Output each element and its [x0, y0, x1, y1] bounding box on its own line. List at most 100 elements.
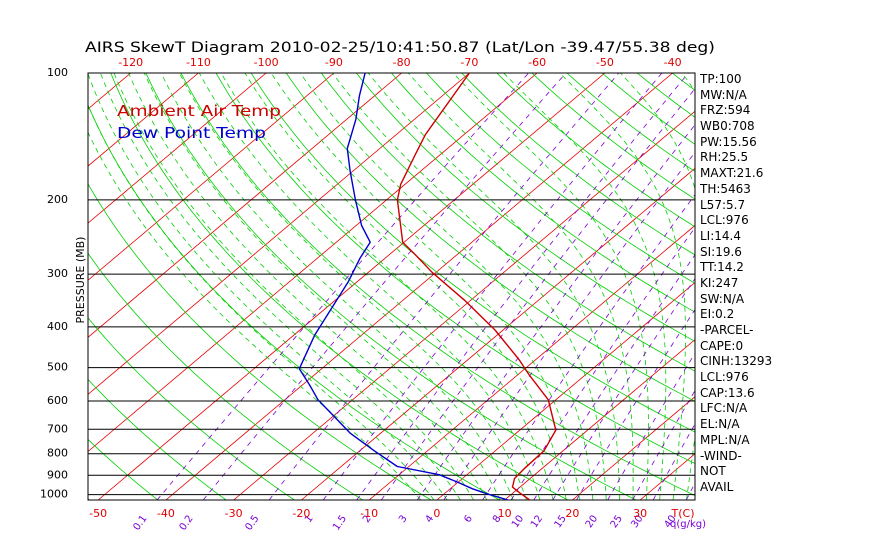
stat-line: CAP:13.6	[700, 385, 755, 400]
moist-adiabat-line	[100, 73, 461, 500]
stat-line: SI:19.6	[700, 244, 742, 259]
isotherm-line	[88, 73, 267, 224]
mixing-ratio-tick-label: 0.5	[243, 513, 261, 532]
stat-line: TH:5463	[700, 181, 751, 196]
mixing-ratio-tick-label: 4	[424, 513, 437, 525]
dry-adiabat-line	[461, 73, 695, 256]
mixing-ratio-tick-label: 8	[491, 513, 504, 525]
stat-line: WB0:708	[700, 119, 755, 134]
mixing-ratio-axis-label: q(g/kg)	[670, 519, 706, 530]
stat-line: MAXT:21.6	[700, 166, 764, 181]
mixing-ratio-tick-label: 2	[361, 513, 374, 525]
mixing-ratio-line	[322, 73, 663, 500]
dry-adiabat-line	[215, 73, 695, 464]
dry-adiabat-line	[426, 73, 695, 284]
temperature-profile-line	[396, 73, 557, 500]
stat-line: L57:5.7	[700, 197, 746, 212]
mixing-ratio-tick-label: 1.5	[331, 513, 349, 532]
mixing-ratio-tick-label: 1	[303, 513, 316, 525]
dry-adiabat-line	[0, 73, 21, 500]
stat-line: SW:N/A	[700, 291, 745, 306]
top-temperature-tick-label: -40	[664, 56, 682, 69]
stat-line: LI:14.4	[700, 228, 741, 243]
chart-title: AIRS SkewT Diagram 2010-02-25/10:41:50.8…	[85, 40, 715, 56]
mixing-ratio-tick-label: 3	[397, 513, 410, 525]
mixing-ratio-tick-label: 12	[529, 513, 545, 530]
mixing-ratio-tick-label: 10	[510, 513, 526, 530]
isotherm-line	[88, 73, 335, 281]
stat-line: LFC:N/A	[700, 401, 748, 416]
mixing-ratio-line	[443, 151, 695, 500]
pressure-tick-label: 900	[47, 468, 68, 481]
moist-adiabat-line	[179, 73, 527, 500]
dry-adiabat-line	[391, 73, 695, 313]
mixing-ratio-line	[380, 88, 695, 500]
y-axis-label: PRESSURE (MB)	[74, 237, 87, 324]
dewpoint-profile-line	[298, 73, 509, 500]
moist-adiabat-line	[88, 131, 422, 500]
top-temperature-tick-label: -60	[528, 56, 546, 69]
dry-adiabat-line	[285, 73, 695, 402]
mixing-ratio-tick-label: 0.2	[178, 513, 196, 532]
moist-adiabat-line	[244, 73, 567, 500]
bottom-temperature-tick-label: -50	[89, 507, 107, 520]
isobar-lines	[88, 72, 695, 496]
stat-line: TP:100	[700, 72, 742, 86]
stat-line: CINH:13293	[700, 354, 773, 369]
top-temperature-tick-label: -120	[118, 56, 143, 69]
moist-adiabat-line	[331, 73, 607, 500]
mixing-ratio-tick-label: 25	[609, 513, 625, 530]
pressure-tick-label: 600	[47, 394, 68, 407]
bottom-temperature-tick-label: 0	[433, 507, 440, 520]
isotherm-line	[88, 73, 199, 167]
dry-adiabat-line	[566, 73, 695, 173]
isotherm-line	[88, 73, 131, 110]
mixing-ratio-tick-label: 6	[462, 513, 475, 525]
moist-adiabat-line	[88, 104, 435, 500]
top-temperature-tick-label: -50	[596, 56, 614, 69]
moist-adiabat-line	[407, 73, 634, 500]
stat-line: KI:247	[700, 275, 739, 290]
stat-line: LCL:976	[700, 370, 749, 385]
stats-panel: TP:100 MW:N/A FRZ:594 WB0:708 PW:15.56 R…	[700, 72, 865, 496]
dry-adiabat-line	[531, 73, 695, 200]
pressure-tick-label: 300	[47, 267, 68, 280]
moist-adiabat-line	[270, 73, 580, 500]
top-temperature-tick-label: -100	[254, 56, 279, 69]
top-temperature-tick-label: -90	[325, 56, 343, 69]
mixing-ratio-tick-label: 0.1	[131, 513, 149, 532]
moist-adiabat-line	[220, 73, 554, 500]
dry-adiabat-line	[496, 73, 695, 228]
x-axis-label: T(C)	[671, 507, 695, 520]
moist-adiabat-line	[113, 73, 474, 500]
bottom-temperature-tick-label: -10	[360, 507, 378, 520]
top-temperature-tick-label: -70	[460, 56, 478, 69]
stat-line: RH:25.5	[700, 150, 749, 165]
legend-air-temp: Ambient Air Temp	[117, 102, 281, 120]
moist-adiabat-line	[160, 73, 514, 500]
moist-adiabat-line	[143, 73, 501, 500]
pressure-tick-label: 500	[47, 361, 68, 374]
bottom-temperature-tick-label: 10	[498, 507, 512, 520]
plot-frame	[87, 72, 696, 501]
stat-line: -PARCEL-	[700, 323, 754, 337]
moist-adiabat-line	[128, 73, 488, 500]
pressure-tick-label: 100	[47, 66, 68, 79]
mixing-ratio-tick-label: 20	[584, 513, 600, 530]
isotherm-line	[88, 73, 470, 395]
moist-adiabat-line	[198, 73, 541, 500]
stat-line: NOT	[700, 464, 726, 479]
pressure-tick-label: 200	[47, 193, 68, 206]
stat-line: EL:N/A	[700, 417, 740, 432]
stat-line: FRZ:594	[700, 103, 751, 118]
stat-line: CAPE:0	[700, 338, 744, 353]
moist-adiabat-line	[620, 73, 695, 500]
bottom-temperature-tick-label: -20	[292, 507, 310, 520]
pressure-tick-label: 400	[47, 320, 68, 333]
pressure-tick-label: 1000	[40, 488, 68, 501]
pressure-tick-label: 800	[47, 447, 68, 460]
stat-line: LCL:976	[700, 213, 749, 228]
bottom-temperature-tick-label: -40	[157, 507, 175, 520]
